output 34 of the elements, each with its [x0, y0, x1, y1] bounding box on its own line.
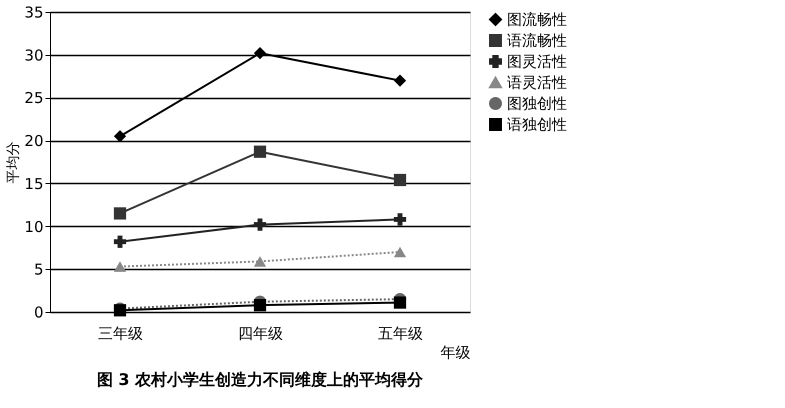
y-tick-label: 15	[24, 174, 44, 193]
legend-label: 语独创性	[507, 116, 567, 134]
y-tick-label: 35	[24, 4, 44, 22]
point	[114, 261, 126, 272]
x-tick-label: 四年级	[238, 324, 283, 342]
legend-label: 语灵活性	[507, 74, 567, 92]
legend-label: 图流畅性	[507, 10, 567, 28]
legend-label: 语流畅性	[507, 32, 567, 50]
point	[394, 296, 406, 309]
point	[394, 246, 406, 258]
y-axis-title: 平均分	[5, 142, 22, 184]
x-axis-title: 年级	[440, 344, 470, 362]
point	[114, 236, 126, 248]
point	[394, 213, 406, 226]
point	[254, 218, 266, 231]
x-tick-label: 五年级	[378, 324, 423, 342]
y-tick-label: 25	[24, 89, 44, 108]
y-tick-label: 0	[34, 304, 44, 322]
y-tick-label: 10	[24, 218, 44, 236]
point	[114, 130, 126, 142]
point	[254, 47, 266, 60]
point	[394, 174, 406, 186]
point	[114, 207, 126, 220]
point	[254, 256, 266, 267]
point	[254, 299, 266, 312]
point	[394, 74, 406, 87]
y-tick-label: 30	[24, 46, 44, 64]
legend-label: 图独创性	[507, 94, 567, 112]
point	[254, 146, 266, 158]
text: 图 3 农村小学生创造力不同维度上的平均得分	[96, 370, 424, 389]
x-tick-label: 三年级	[98, 324, 143, 342]
y-tick-label: 20	[24, 132, 44, 150]
y-tick-label: 5	[34, 260, 44, 279]
legend-label: 图灵活性	[507, 52, 567, 70]
